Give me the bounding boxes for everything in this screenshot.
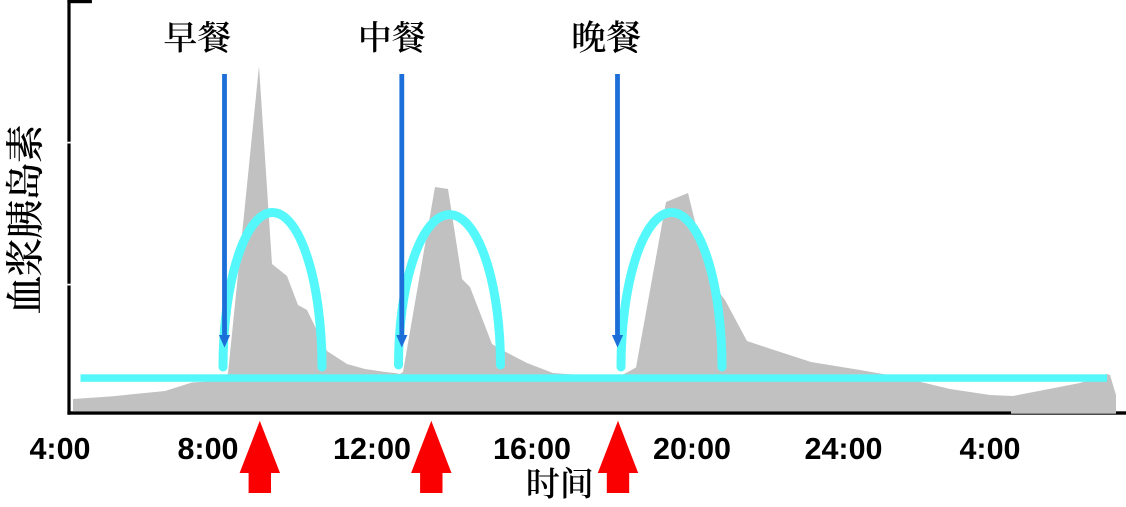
svg-text:16:00: 16:00 xyxy=(493,432,571,466)
svg-text:4:00: 4:00 xyxy=(959,432,1020,466)
svg-text:4:00: 4:00 xyxy=(29,432,90,466)
svg-text:12:00: 12:00 xyxy=(333,432,411,466)
svg-text:20:00: 20:00 xyxy=(653,432,731,466)
svg-text:24:00: 24:00 xyxy=(804,432,882,466)
svg-text:8:00: 8:00 xyxy=(177,432,238,466)
